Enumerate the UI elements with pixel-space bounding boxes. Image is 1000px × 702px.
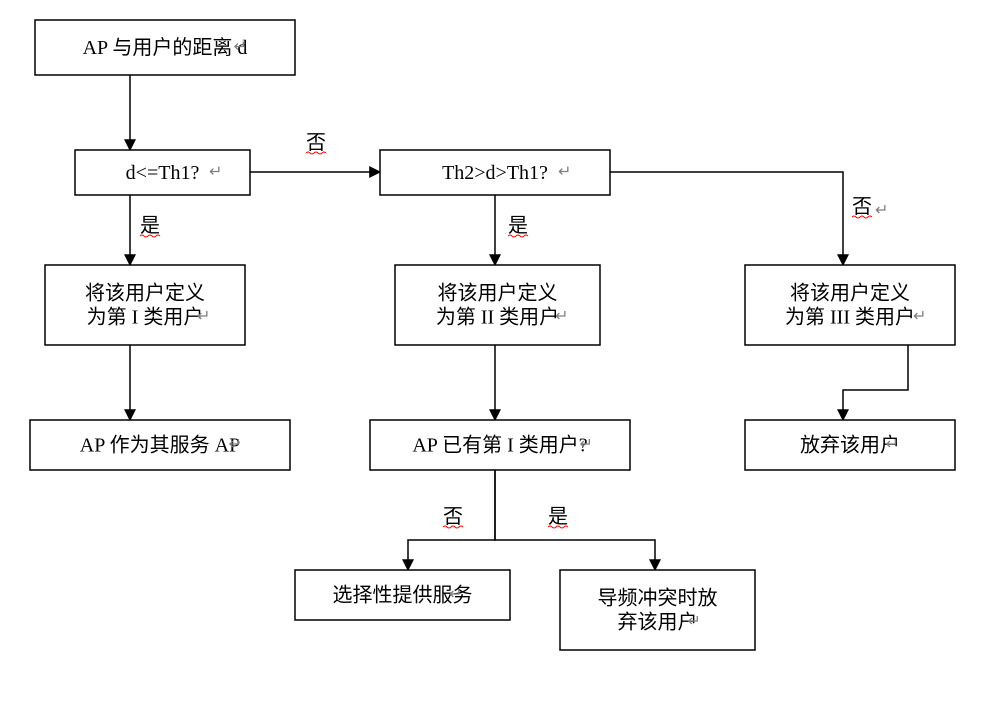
return-mark: ↵ <box>688 613 701 630</box>
edge-n8-n10: 否 <box>408 470 495 570</box>
edge-label: 否 <box>852 196 872 218</box>
return-mark: ↵ <box>580 436 593 453</box>
node-text: d<=Th1? <box>126 162 200 184</box>
node-n6: 将该用户定义为第 III 类用户↵ <box>745 265 955 345</box>
edge-n2-n4: 是 <box>130 195 160 265</box>
edge-label: 是 <box>548 506 568 528</box>
node-box <box>745 265 955 345</box>
return-mark: ↵ <box>234 39 247 56</box>
node-text: 将该用户定义 <box>790 282 910 305</box>
edge-label: 否 <box>306 132 326 154</box>
return-mark: ↵ <box>913 308 926 325</box>
edge-n3-n5: 是 <box>495 195 528 265</box>
node-text: AP 与用户的距离 d <box>83 36 248 59</box>
node-text: 为第 II 类用户 <box>436 306 559 329</box>
node-text: 将该用户定义 <box>438 282 558 305</box>
node-n11: 导频冲突时放弃该用户↵ <box>560 570 755 650</box>
node-text: 为第 III 类用户 <box>785 306 915 329</box>
edge-label: 是 <box>508 215 528 237</box>
edge-label: 否 <box>443 506 463 528</box>
node-n4: 将该用户定义为第 I 类用户↵ <box>45 265 245 345</box>
node-n5: 将该用户定义为第 II 类用户↵ <box>395 265 600 345</box>
return-mark: ↵ <box>558 164 571 181</box>
node-text: 导频冲突时放 <box>598 587 718 610</box>
node-n8: AP 已有第 I 类用户?↵ <box>370 420 630 470</box>
node-n9: 放弃该用户↵ <box>745 420 955 470</box>
edge-n2-n3: 否 <box>250 132 380 172</box>
node-text: 为第 I 类用户 <box>87 306 204 329</box>
return-mark: ↵ <box>449 586 462 603</box>
edge-n8-n11: 是 <box>495 470 655 570</box>
node-n7: AP 作为其服务 AP↵ <box>30 420 290 470</box>
return-mark: ↵ <box>555 308 568 325</box>
node-n1: AP 与用户的距离 d↵ <box>35 20 295 75</box>
node-n2: d<=Th1? ↵ <box>75 150 250 195</box>
node-text: 弃该用户 <box>618 611 698 634</box>
node-text: AP 已有第 I 类用户? <box>412 434 587 457</box>
edge-n3-n6: 否↵ <box>610 172 888 265</box>
return-mark: ↵ <box>197 308 210 325</box>
node-box <box>45 265 245 345</box>
return-mark: ↵ <box>229 436 242 453</box>
node-box <box>395 265 600 345</box>
return-mark: ↵ <box>209 164 222 181</box>
return-mark: ↵ <box>886 436 899 453</box>
edge-n6-n9 <box>843 345 908 420</box>
edge-label: 是 <box>140 215 160 237</box>
node-n3: Th2>d>Th1? ↵ <box>380 150 610 195</box>
node-n10: 选择性提供服务↵ <box>295 570 510 620</box>
return-mark: ↵ <box>875 202 888 219</box>
node-text: 将该用户定义 <box>85 282 205 305</box>
node-text: AP 作为其服务 AP <box>80 434 240 457</box>
node-box <box>560 570 755 650</box>
node-text: Th2>d>Th1? <box>442 162 548 184</box>
